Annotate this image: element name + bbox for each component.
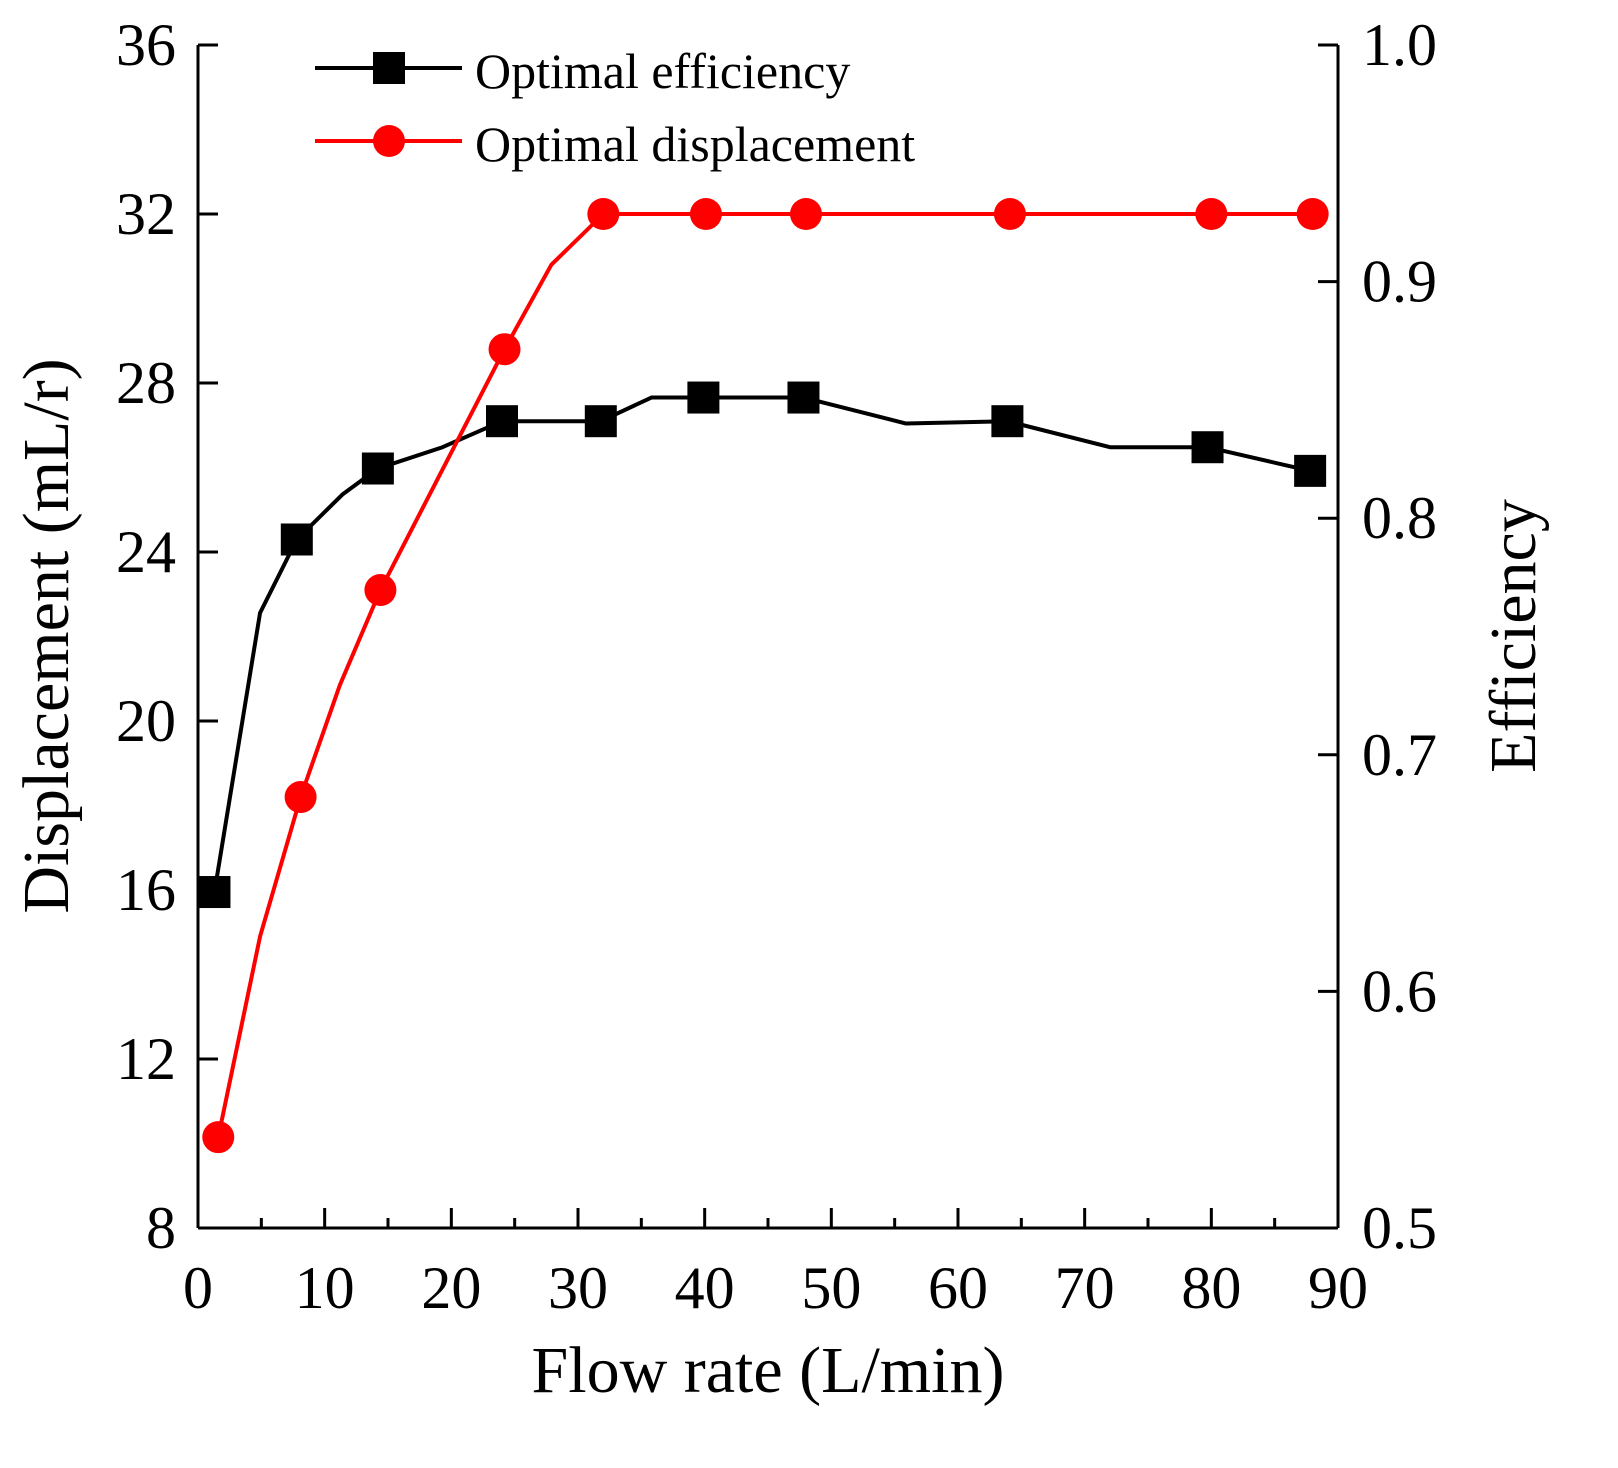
- x-tick-label: 60: [928, 1255, 988, 1321]
- data-point-optimal-displacement: [202, 1121, 235, 1154]
- y2-tick-label: 0.6: [1362, 958, 1437, 1024]
- x-tick-label: 70: [1055, 1255, 1115, 1321]
- data-point-optimal-efficiency: [198, 876, 231, 909]
- legend-marker-efficiency: [373, 52, 405, 84]
- y2-tick-label: 0.7: [1362, 722, 1437, 788]
- axes: [196, 45, 1340, 1230]
- data-point-optimal-displacement: [1296, 198, 1329, 230]
- legend-marker-displacement: [373, 125, 405, 157]
- data-point-optimal-efficiency: [687, 381, 720, 414]
- series-line-optimal-efficiency: [212, 395, 1311, 893]
- series-line-optimal-displacement: [216, 212, 1313, 1138]
- x-tick-label: 10: [295, 1255, 355, 1321]
- y2-tick-label: 0.8: [1362, 485, 1437, 551]
- data-point-optimal-displacement: [488, 333, 521, 366]
- y-tick-label: 36: [116, 12, 176, 78]
- data-point-optimal-efficiency: [584, 405, 617, 438]
- y-tick-label: 28: [116, 350, 176, 416]
- data-point-optimal-displacement: [993, 198, 1026, 230]
- x-tick-label: 40: [675, 1255, 735, 1321]
- data-point-optimal-efficiency: [787, 381, 820, 414]
- x-tick-label: 0: [183, 1255, 213, 1321]
- y-axis-label: Displacement (mL/r): [10, 358, 83, 913]
- x-tick-label: 20: [421, 1255, 481, 1321]
- legend: Optimal efficiency Optimal displacement: [315, 43, 915, 172]
- data-point-optimal-displacement: [587, 198, 620, 230]
- data-point-optimal-efficiency: [486, 405, 518, 438]
- data-point-optimal-efficiency: [361, 452, 394, 485]
- y-tick-label: 24: [116, 519, 176, 585]
- x-tick-label: 30: [548, 1255, 608, 1321]
- y-tick-label: 32: [116, 181, 176, 247]
- data-point-optimal-efficiency: [280, 523, 313, 556]
- y-tick-label: 16: [116, 857, 176, 923]
- data-point-optimal-displacement: [364, 574, 397, 607]
- data-point-optimal-displacement: [790, 198, 822, 230]
- x-tick-label: 90: [1308, 1255, 1368, 1321]
- data-point-optimal-efficiency: [1294, 454, 1327, 487]
- data-point-optimal-displacement: [284, 781, 317, 814]
- y-tick-label: 12: [116, 1026, 176, 1092]
- data-point-optimal-displacement: [1195, 198, 1228, 230]
- y2-tick-label: 0.5: [1362, 1195, 1437, 1261]
- legend-label-efficiency: Optimal efficiency: [475, 43, 850, 99]
- x-tick-label: 50: [801, 1255, 861, 1321]
- y-tick-label: 8: [146, 1195, 176, 1261]
- data-point-optimal-displacement: [689, 198, 722, 230]
- y2-axis-label: Efficiency: [1477, 499, 1550, 773]
- legend-label-displacement: Optimal displacement: [475, 116, 915, 172]
- y-tick-label: 20: [116, 688, 176, 754]
- x-tick-label: 80: [1181, 1255, 1241, 1321]
- data-point-optimal-efficiency: [991, 405, 1024, 438]
- x-axis-label: Flow rate (L/min): [532, 1334, 1005, 1407]
- y2-tick-label: 0.9: [1362, 249, 1437, 315]
- data-point-optimal-efficiency: [1191, 431, 1224, 464]
- y2-tick-label: 1.0: [1362, 12, 1437, 78]
